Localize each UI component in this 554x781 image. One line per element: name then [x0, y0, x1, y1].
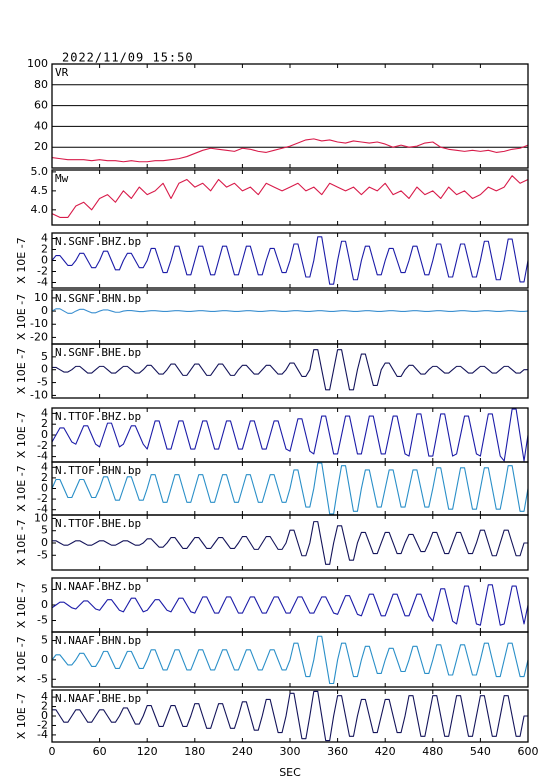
y-tick-label: -5	[37, 548, 48, 561]
x-tick-label: 480	[422, 745, 443, 758]
y-tick-label: -4	[37, 276, 48, 289]
panel-frame	[51, 514, 529, 571]
y-tick-label: 0	[41, 304, 48, 317]
trace-line	[51, 138, 529, 163]
y-tick-label: 4	[41, 406, 48, 419]
y-tick-label: 5	[41, 634, 48, 647]
unit-label: X 10E -7	[15, 237, 28, 283]
panel-frame	[51, 232, 529, 289]
y-tick-label: 2	[41, 471, 48, 484]
panel-label: N.NAAF.BHZ.bp	[55, 580, 141, 593]
unit-label: X 10E -7	[15, 294, 28, 340]
y-tick-label: 4	[41, 690, 48, 703]
panel-label: N.SGNF.BHZ.bp	[55, 235, 141, 248]
y-tick-label: 60	[34, 99, 48, 112]
y-tick-label: 5.0	[31, 165, 49, 178]
panel-label: N.SGNF.BHN.bp	[55, 292, 141, 305]
panel-frame	[51, 689, 529, 743]
unit-label: X 10E -7	[15, 636, 28, 682]
y-tick-label: 80	[34, 78, 48, 91]
y-tick-label: 20	[34, 140, 48, 153]
trace-line	[51, 236, 529, 285]
y-tick-label: 4	[41, 232, 48, 245]
panel-frame	[51, 63, 529, 169]
panel-label: N.NAAF.BHE.bp	[55, 692, 141, 705]
x-tick-label: 180	[184, 745, 205, 758]
panel-label: VR	[55, 66, 69, 79]
y-tick-label: -4	[37, 503, 48, 516]
y-tick-label: 0	[41, 598, 48, 611]
y-tick-label: 100	[27, 57, 48, 70]
unit-label: X 10E -7	[15, 519, 28, 565]
y-tick-label: 0	[41, 653, 48, 666]
x-tick-label: 0	[49, 745, 56, 758]
y-tick-label: 2	[41, 243, 48, 256]
y-tick-label: 5	[41, 350, 48, 363]
unit-label: X 10E -7	[15, 582, 28, 628]
unit-label: X 10E -7	[15, 465, 28, 511]
y-tick-label: 0	[41, 536, 48, 549]
trace-line	[51, 635, 529, 685]
y-tick-label: -10	[30, 388, 48, 401]
panel-label: N.NAAF.BHN.bp	[55, 634, 141, 647]
y-tick-label: 5	[41, 524, 48, 537]
y-tick-label: 4	[41, 460, 48, 473]
trace-line	[51, 462, 529, 515]
y-tick-label: 4.0	[31, 203, 49, 216]
trace-line	[51, 408, 529, 462]
y-tick-label: -2	[37, 439, 48, 452]
y-tick-label: -4	[37, 450, 48, 463]
y-tick-label: 0	[41, 254, 48, 267]
y-tick-label: 0	[41, 709, 48, 722]
y-tick-label: -5	[37, 672, 48, 685]
y-tick-label: 10	[34, 291, 48, 304]
trace-line	[51, 584, 529, 626]
trace-line	[52, 349, 528, 391]
x-tick-label: 300	[280, 745, 301, 758]
trace-line	[52, 521, 528, 565]
panel-frame	[51, 169, 529, 226]
panel-label: N.TTOF.BHN.bp	[55, 464, 141, 477]
y-tick-label: 5	[41, 582, 48, 595]
x-tick-label: 60	[93, 745, 107, 758]
y-tick-label: -20	[30, 330, 48, 343]
y-tick-label: 2	[41, 417, 48, 430]
panel-label: N.TTOF.BHZ.bp	[55, 410, 141, 423]
panel-label: N.TTOF.BHE.bp	[55, 517, 141, 530]
unit-label: X 10E -7	[15, 412, 28, 458]
panel-label: Mw	[55, 172, 69, 185]
x-tick-label: 540	[470, 745, 491, 758]
y-tick-label: 4.5	[31, 184, 49, 197]
y-tick-label: -5	[37, 614, 48, 627]
y-tick-label: 40	[34, 119, 48, 132]
y-tick-label: 0	[41, 363, 48, 376]
y-tick-label: -4	[37, 728, 48, 741]
x-tick-label: 240	[232, 745, 253, 758]
y-tick-label: -2	[37, 492, 48, 505]
panel-label: N.SGNF.BHE.bp	[55, 346, 141, 359]
panel-frame	[51, 631, 529, 688]
unit-label: X 10E -7	[15, 348, 28, 394]
unit-label: X 10E -7	[15, 693, 28, 739]
y-tick-label: -2	[37, 718, 48, 731]
x-tick-label: 120	[137, 745, 158, 758]
x-tick-label: 600	[518, 745, 539, 758]
y-tick-label: -10	[30, 317, 48, 330]
y-tick-label: 0	[41, 482, 48, 495]
y-tick-label: 2	[41, 700, 48, 713]
x-tick-label: 420	[375, 745, 396, 758]
y-tick-label: -2	[37, 265, 48, 278]
y-tick-label: 10	[34, 511, 48, 524]
x-axis-label: SEC	[279, 766, 301, 779]
x-tick-label: 360	[327, 745, 348, 758]
trace-line	[51, 175, 529, 218]
chart-title: 2022/11/09 15:50	[62, 51, 194, 65]
y-tick-label: 0	[41, 428, 48, 441]
panel-frame	[51, 343, 529, 399]
y-tick-label: -5	[37, 376, 48, 389]
trace-line	[51, 308, 529, 314]
trace-line	[52, 690, 528, 742]
